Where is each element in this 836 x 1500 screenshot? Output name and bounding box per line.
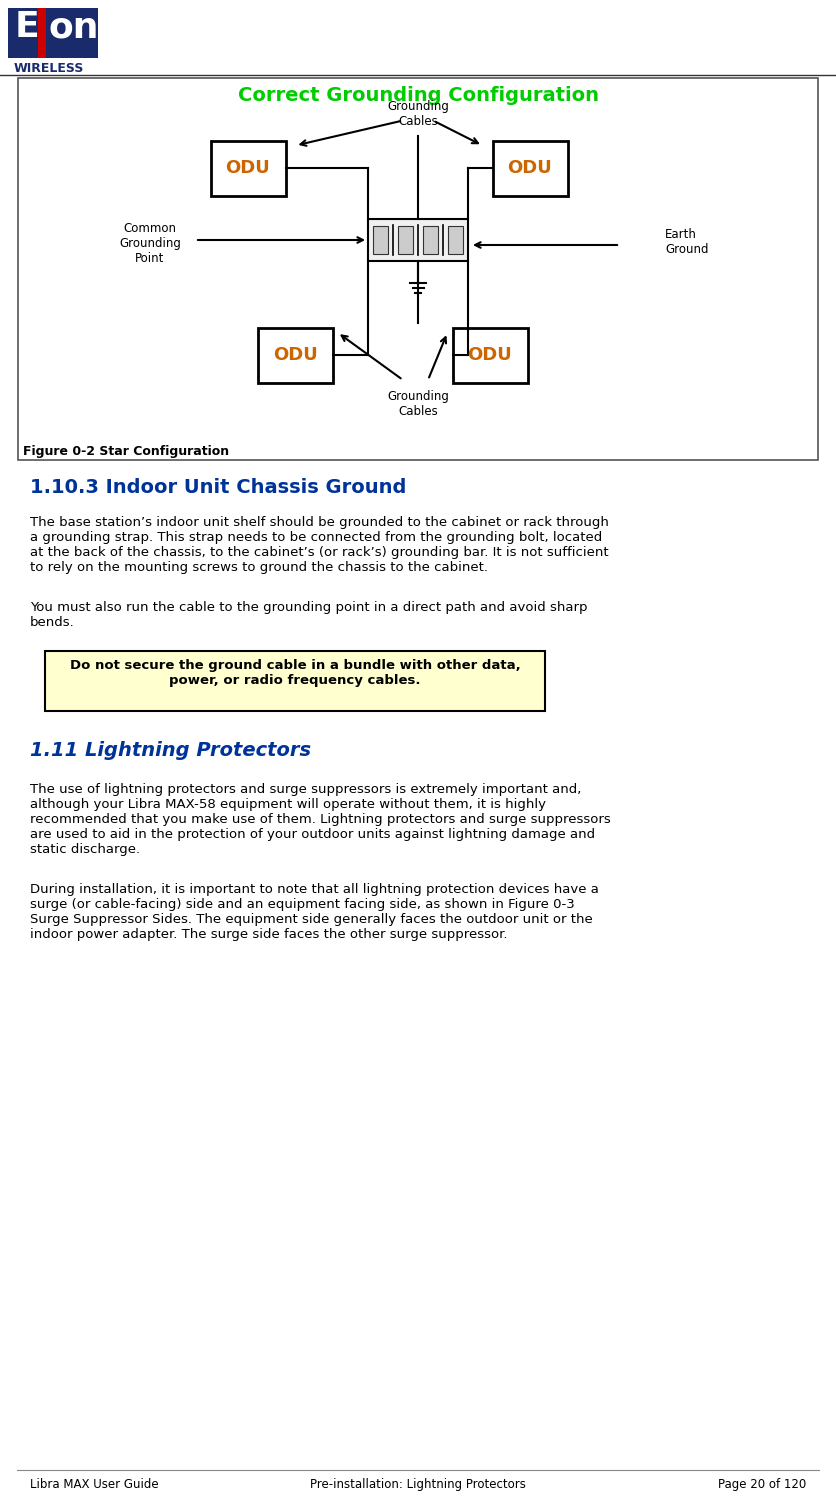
Text: ODU: ODU: [507, 159, 553, 177]
Text: on: on: [48, 10, 99, 44]
Bar: [38, 8, 46, 59]
Text: Correct Grounding Configuration: Correct Grounding Configuration: [237, 86, 599, 105]
Text: Figure 0-2 Star Configuration: Figure 0-2 Star Configuration: [23, 446, 229, 458]
Bar: [45, 651, 545, 711]
Text: Grounding
Cables: Grounding Cables: [387, 390, 449, 418]
Bar: [257, 327, 333, 382]
Text: During installation, it is important to note that all lightning protection devic: During installation, it is important to …: [30, 884, 599, 940]
Text: WIRELESS: WIRELESS: [14, 62, 84, 75]
Text: Do not secure the ground cable in a bundle with other data,
power, or radio freq: Do not secure the ground cable in a bund…: [69, 658, 520, 687]
Text: 1.11 Lightning Protectors: 1.11 Lightning Protectors: [30, 741, 311, 760]
Text: E: E: [15, 10, 40, 44]
Bar: [368, 219, 468, 261]
Bar: [448, 226, 463, 254]
Bar: [8, 8, 98, 59]
Bar: [18, 78, 818, 460]
Text: ODU: ODU: [273, 346, 318, 364]
Text: Page 20 of 120: Page 20 of 120: [718, 1478, 806, 1491]
Text: Pre-installation: Lightning Protectors: Pre-installation: Lightning Protectors: [310, 1478, 526, 1491]
Bar: [211, 141, 286, 195]
Bar: [492, 141, 568, 195]
Text: 1.10.3 Indoor Unit Chassis Ground: 1.10.3 Indoor Unit Chassis Ground: [30, 478, 406, 496]
Text: Earth
Ground: Earth Ground: [665, 228, 708, 256]
Bar: [452, 327, 528, 382]
Bar: [423, 226, 438, 254]
Bar: [398, 226, 413, 254]
Text: ODU: ODU: [226, 159, 270, 177]
Text: The use of lightning protectors and surge suppressors is extremely important and: The use of lightning protectors and surg…: [30, 783, 611, 856]
Text: You must also run the cable to the grounding point in a direct path and avoid sh: You must also run the cable to the groun…: [30, 602, 588, 628]
Text: Libra MAX User Guide: Libra MAX User Guide: [30, 1478, 159, 1491]
Bar: [373, 226, 388, 254]
Text: Common
Grounding
Point: Common Grounding Point: [119, 222, 181, 266]
Text: ODU: ODU: [467, 346, 512, 364]
Text: The base station’s indoor unit shelf should be grounded to the cabinet or rack t: The base station’s indoor unit shelf sho…: [30, 516, 609, 574]
Text: Grounding
Cables: Grounding Cables: [387, 100, 449, 128]
